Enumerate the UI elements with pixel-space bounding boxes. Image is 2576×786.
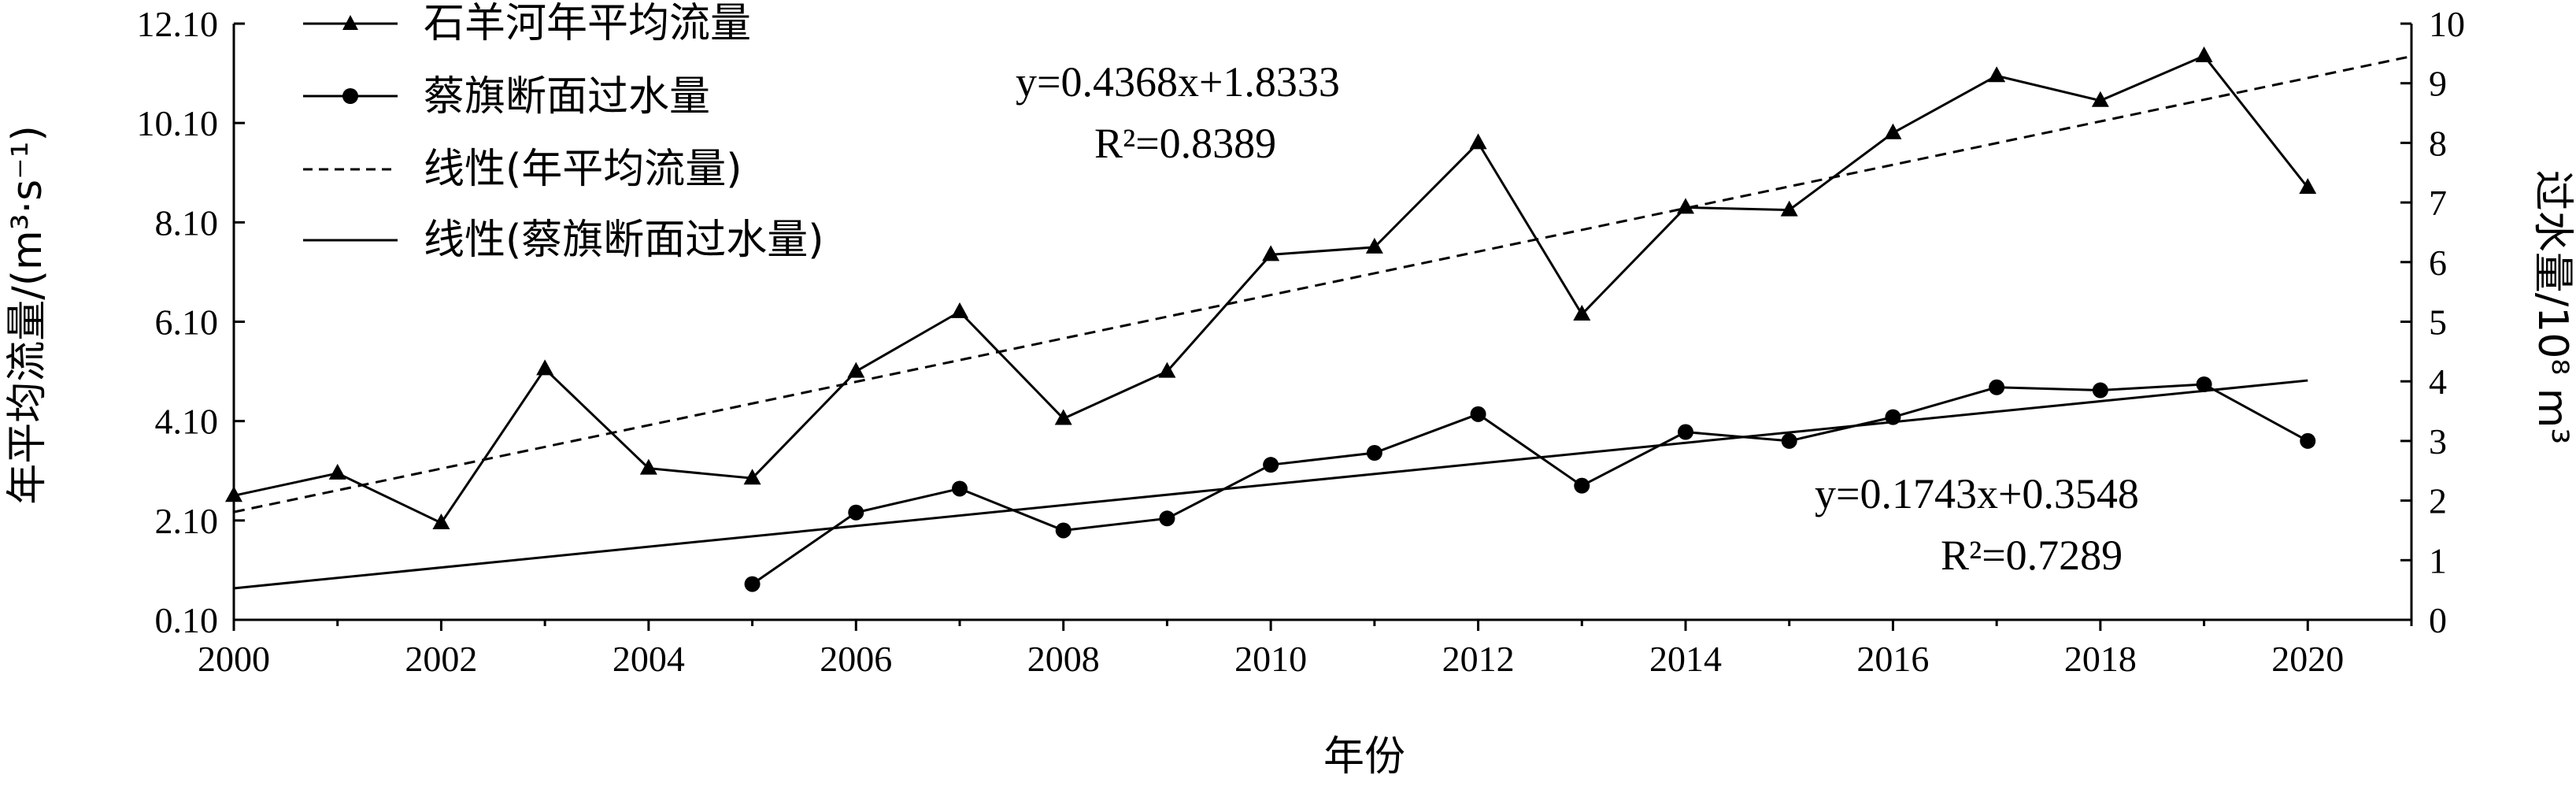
triangle-marker <box>1158 361 1176 378</box>
legend-item-flow: 石羊河年平均流量 <box>303 0 751 47</box>
triangle-marker <box>2091 91 2109 107</box>
triangle-marker <box>432 513 450 529</box>
legend-triangle-marker <box>342 15 358 30</box>
triangle-marker <box>1988 66 2006 83</box>
trend-r2-flow: R²=0.8389 <box>1094 120 1276 167</box>
circle-marker <box>1159 510 1175 527</box>
triangle-marker <box>951 302 968 318</box>
x-axis-title: 年份 <box>1323 733 1405 780</box>
series-line-1 <box>751 383 2309 585</box>
circle-marker <box>1263 457 1279 473</box>
y-right-tick-label: 0 <box>2429 600 2447 640</box>
x-tick-label: 2018 <box>2064 639 2137 679</box>
y-left-tick-label: 12.10 <box>137 4 219 44</box>
y-right-ticks: 0 1 2 3 4 5 6 7 8 9 10 <box>2400 4 2465 640</box>
triangle-marker <box>1780 200 1798 217</box>
y-right-tick-label: 6 <box>2429 243 2447 283</box>
y-left-tick-label: 10.10 <box>137 103 219 143</box>
y-right-tick-label: 1 <box>2429 540 2447 580</box>
x-tick-label: 2008 <box>1027 639 1100 679</box>
circle-marker <box>1989 379 2005 395</box>
x-tick-label: 2002 <box>405 639 477 679</box>
legend-label-water: 蔡旗断面过水量 <box>424 73 710 120</box>
circle-marker <box>848 504 864 521</box>
circle-marker <box>744 576 761 592</box>
circle-marker <box>1678 424 1693 440</box>
trend-line-flow <box>233 54 2412 513</box>
legend-item-trend-flow: 线性(年平均流量) <box>303 146 742 193</box>
triangle-marker <box>2299 178 2317 195</box>
y-left-ticks: 0.10 2.10 4.10 6.10 8.10 10.10 12.10 <box>137 4 245 640</box>
triangle-marker <box>2195 46 2213 63</box>
trend-line-water <box>233 379 2308 590</box>
triangle-marker <box>1884 123 1902 139</box>
legend-label-trend-flow: 线性(年平均流量) <box>424 146 742 193</box>
y-left-axis-title: 年平均流量/(m³·s⁻¹) <box>4 125 51 505</box>
y-right-tick-label: 4 <box>2429 361 2447 402</box>
trend-equation-water: y=0.1743x+0.3548 <box>1815 470 2139 517</box>
circle-marker <box>1470 406 1486 422</box>
triangle-marker <box>1262 245 1280 261</box>
x-tick-label: 2010 <box>1234 639 1307 679</box>
triangle-marker <box>847 361 865 378</box>
legend-item-water: 蔡旗断面过水量 <box>303 73 710 120</box>
legend: 石羊河年平均流量 蔡旗断面过水量 线性(年平均流量) 线性(蔡旗断面过水量) <box>303 0 824 264</box>
triangle-marker <box>1054 409 1072 425</box>
y-right-tick-label: 2 <box>2429 481 2447 521</box>
triangle-marker <box>639 458 657 475</box>
legend-item-trend-water: 线性(蔡旗断面过水量) <box>303 217 824 264</box>
y-right-axis-title: 过水量/10⁸ m³ <box>2529 170 2576 445</box>
x-tick-label: 2014 <box>1649 639 1722 679</box>
triangle-marker <box>1365 237 1383 254</box>
y-left-tick-label: 6.10 <box>155 302 219 343</box>
x-tick-label: 2020 <box>2271 639 2344 679</box>
y-right-tick-label: 10 <box>2429 4 2465 44</box>
y-right-tick-label: 7 <box>2429 183 2447 223</box>
circle-marker <box>1055 522 1071 539</box>
triangle-marker <box>743 469 761 485</box>
legend-circle-marker <box>342 88 358 104</box>
y-right-tick-label: 9 <box>2429 64 2447 104</box>
y-right-tick-label: 5 <box>2429 302 2447 343</box>
y-left-tick-label: 0.10 <box>155 600 219 640</box>
circle-marker <box>1574 477 1590 494</box>
circle-marker <box>952 480 968 497</box>
triangle-marker <box>1469 133 1487 150</box>
triangle-marker <box>536 359 554 376</box>
x-tick-label: 2006 <box>820 639 892 679</box>
triangle-marker <box>1573 305 1591 321</box>
x-tick-label: 2016 <box>1856 639 1929 679</box>
y-right-tick-label: 3 <box>2429 421 2447 462</box>
legend-label-trend-water: 线性(蔡旗断面过水量) <box>424 217 824 264</box>
legend-label-flow: 石羊河年平均流量 <box>424 0 751 47</box>
x-tick-label: 2012 <box>1442 639 1515 679</box>
trend-r2-water: R²=0.7289 <box>1941 532 2123 579</box>
triangle-marker <box>1677 198 1694 214</box>
y-left-tick-label: 4.10 <box>155 402 219 442</box>
trend-equation-flow: y=0.4368x+1.8333 <box>1016 58 1340 106</box>
y-left-tick-label: 2.10 <box>155 501 219 541</box>
circle-marker <box>1781 432 1797 449</box>
x-tick-label: 2000 <box>198 639 270 679</box>
circle-marker <box>2300 432 2316 449</box>
x-ticks: 2000 2002 2004 2006 2008 2010 2012 2014 2016 2018… <box>198 620 2413 679</box>
x-tick-label: 2004 <box>613 639 685 679</box>
triangle-marker <box>328 463 346 480</box>
y-right-tick-label: 8 <box>2429 123 2447 163</box>
circle-marker <box>2092 382 2108 399</box>
circle-marker <box>1366 445 1382 462</box>
circle-marker <box>2196 376 2212 392</box>
markers <box>225 46 2317 592</box>
trend-lines <box>233 54 2412 590</box>
y-left-tick-label: 8.10 <box>155 202 219 243</box>
circle-marker <box>1885 409 1901 425</box>
triangle-marker <box>225 486 242 502</box>
